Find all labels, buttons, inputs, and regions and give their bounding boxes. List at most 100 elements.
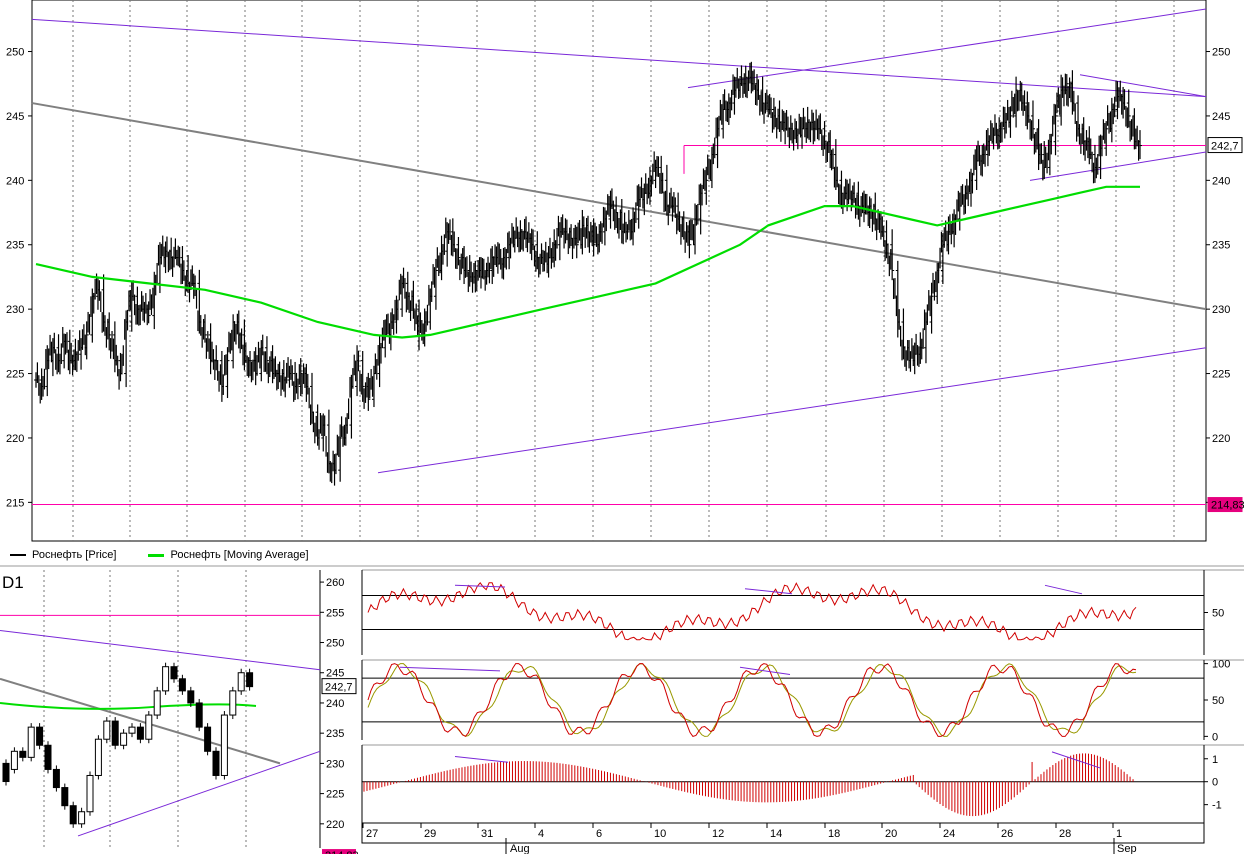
main-ytick-label-left: 215 (6, 497, 24, 509)
d1-moving-average (0, 701, 257, 710)
d1-candles (2, 662, 254, 828)
d1-candle-body (36, 726, 44, 746)
legend-label-ma: Роснефть [Moving Average] (170, 549, 309, 561)
legend-item-ma: Роснефть [Moving Average] (138, 548, 309, 562)
d1-candle-body (69, 805, 77, 825)
legend-item-price: Роснефть [Price] (0, 548, 116, 562)
time-axis-label: 24 (943, 828, 955, 840)
legend-label-price: Роснефть [Price] (32, 549, 117, 561)
time-axis-label: 1 (1116, 828, 1122, 840)
main-ytick-label-right: 220 (1212, 433, 1230, 445)
support-price-label: 214,83 (1211, 500, 1244, 512)
d1-candle-body (27, 726, 35, 758)
gray-trendline (31, 102, 1207, 311)
sto-ytick-label: 0 (1212, 731, 1218, 743)
time-axis-box (361, 822, 1205, 844)
main-plot-area (31, 0, 1207, 542)
time-axis-label: 29 (424, 828, 436, 840)
main-ytick-label-left: 250 (6, 47, 24, 59)
d1-candle-body (170, 666, 178, 680)
d1-ytick-label: 260 (326, 577, 344, 589)
month-label: Aug (510, 843, 530, 854)
d1-ytick-label: 250 (326, 638, 344, 650)
support-price-box (1207, 497, 1243, 513)
time-axis-label: 4 (538, 828, 544, 840)
timeframe-label: D1 (2, 573, 24, 592)
d1-ytick-label: 225 (326, 789, 344, 801)
main-ytick-label-left: 245 (6, 111, 24, 123)
time-axis-label: 20 (885, 828, 897, 840)
d1-candle-body (212, 750, 220, 776)
d1-ytick-label: 245 (326, 668, 344, 680)
sto-ytick-label: 50 (1212, 695, 1224, 707)
d1-candle-body (2, 762, 10, 783)
d1-candle-body (246, 672, 254, 688)
legend-swatch-price (10, 554, 26, 556)
d1-last-price-label: 242,7 (325, 682, 353, 694)
d1-candle-body (145, 714, 153, 740)
triangle-lower-line (1029, 151, 1207, 181)
d1-candle-body (187, 690, 195, 704)
d1-candle-body (111, 720, 119, 746)
support-trendline (377, 347, 1207, 474)
d1-candle-body (78, 811, 86, 825)
main-ytick-label-left: 235 (6, 240, 24, 252)
time-axis-label: 31 (481, 828, 493, 840)
rsi-divergence-line (454, 584, 506, 588)
last-price-label: 242,7 (1211, 141, 1239, 153)
time-axis-label: 12 (712, 828, 724, 840)
month-label: Sep (1117, 843, 1137, 854)
d1-support-line (77, 750, 321, 837)
d1-candle-body (128, 726, 136, 734)
d1-candle-body (94, 738, 102, 776)
stochastic-divergence-line (399, 666, 501, 672)
resistance-trendline (31, 18, 1207, 98)
macd-ytick-label: 0 (1212, 777, 1218, 789)
d1-candle-body (10, 750, 18, 770)
main-ytick-label-right: 240 (1212, 175, 1230, 187)
rsi-ytick-label: 50 (1212, 608, 1224, 620)
d1-candle-body (229, 690, 237, 716)
d1-gray-trendline (0, 677, 281, 765)
main-ytick-label-left: 230 (6, 304, 24, 316)
main-ytick-label-right: 245 (1212, 111, 1230, 123)
d1-candle-body (86, 774, 94, 813)
moving-average-line (35, 185, 1140, 339)
time-axis-label: 10 (654, 828, 666, 840)
d1-ytick-label: 240 (326, 698, 344, 710)
time-axis-label: 28 (1059, 828, 1071, 840)
price-series (34, 61, 1142, 486)
d1-candle-body (61, 787, 69, 807)
time-axis-label: 18 (828, 828, 840, 840)
rsi-divergence-line (744, 588, 793, 595)
d1-candle-body (153, 690, 161, 716)
time-axis-label: 26 (1001, 828, 1013, 840)
d1-last-price-box (321, 678, 357, 695)
upper-channel-trendline (687, 8, 1207, 89)
macd-ytick-label: 1 (1212, 754, 1218, 766)
d1-candle-body (120, 732, 128, 746)
d1-candle-body (162, 666, 170, 692)
d1-ytick-label: 235 (326, 728, 344, 740)
d1-candle-body (220, 714, 228, 776)
main-ytick-label-right: 250 (1212, 47, 1230, 59)
time-axis-label: 6 (596, 828, 602, 840)
time-axis-label: 14 (770, 828, 782, 840)
stochastic-divergence-line (739, 666, 791, 676)
d1-candle-body (103, 720, 111, 740)
triangle-upper-line (1079, 74, 1207, 98)
macd-divergence-line (1051, 751, 1101, 769)
main-ytick-label-right: 235 (1212, 240, 1230, 252)
rsi-divergence-line (1044, 584, 1083, 595)
d1-ytick-label: 255 (326, 607, 344, 619)
main-ytick-label-left: 220 (6, 433, 24, 445)
d1-candle-body (52, 768, 60, 789)
main-ytick-label-right: 225 (1212, 369, 1230, 381)
d1-candle-body (136, 726, 144, 740)
last-price-box (1207, 137, 1243, 154)
rsi-line (367, 581, 1137, 641)
legend-swatch-ma (148, 553, 165, 557)
d1-candle-body (19, 750, 27, 758)
